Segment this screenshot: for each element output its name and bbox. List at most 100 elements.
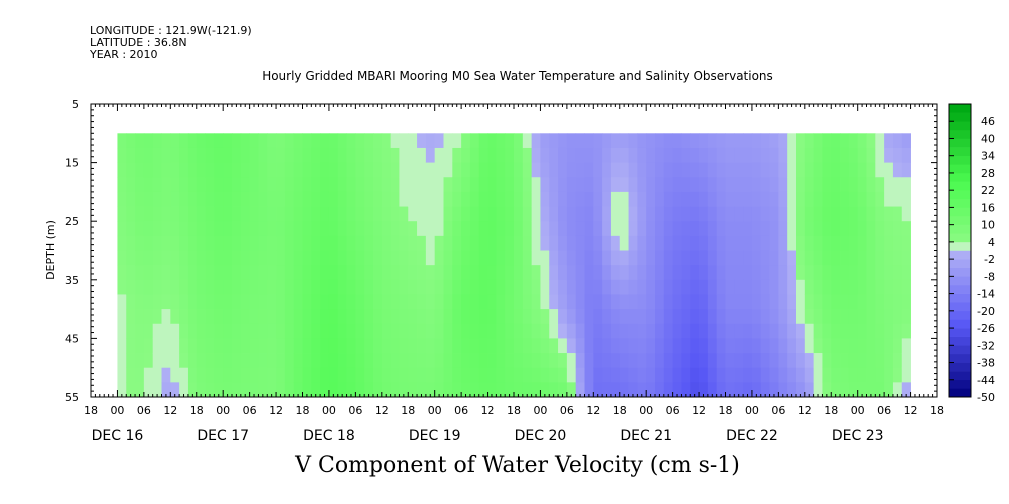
heatmap-cell [196, 265, 206, 281]
heatmap-cell [205, 250, 215, 266]
heatmap-cell [848, 265, 859, 281]
heatmap-cell [751, 206, 762, 222]
heatmap-cell [390, 367, 400, 383]
heatmap-cell [117, 294, 127, 310]
heatmap-cell [452, 382, 462, 398]
heatmap-cell [734, 235, 744, 251]
heatmap-cell [769, 177, 779, 193]
heatmap-cell [258, 323, 268, 339]
y-axis-title: DEPTH (m) [44, 220, 57, 280]
heatmap-cell [452, 206, 462, 222]
heatmap-cell [249, 382, 259, 398]
heatmap-cell [558, 279, 568, 295]
heatmap-cell [205, 323, 215, 339]
heatmap-cell [743, 338, 753, 354]
heatmap-cell [461, 367, 471, 383]
heatmap-cell [390, 353, 400, 369]
heatmap-cell [540, 250, 550, 266]
heatmap-cell [381, 191, 392, 207]
heatmap-cell [848, 177, 859, 193]
heatmap-cell [161, 309, 171, 325]
heatmap-cell [249, 147, 259, 163]
heatmap-cell [540, 367, 550, 383]
heatmap-cell [796, 265, 806, 281]
heatmap-cell [558, 338, 568, 354]
heatmap-cell [584, 162, 594, 178]
heatmap-cell [478, 177, 488, 193]
heatmap-cell [187, 191, 198, 207]
heatmap-cell [769, 221, 779, 237]
heatmap-cell [672, 177, 682, 193]
heatmap-cell [443, 309, 453, 325]
heatmap-cell [381, 309, 392, 325]
heatmap-cell [346, 309, 356, 325]
heatmap-cell [707, 250, 718, 266]
heatmap-cell [126, 133, 136, 149]
heatmap-cell [161, 221, 171, 237]
heatmap-cell [558, 323, 568, 339]
heatmap-cell [373, 265, 383, 281]
heatmap-cell [734, 338, 744, 354]
heatmap-cell [566, 382, 577, 398]
heatmap-cell [602, 250, 612, 266]
heatmap-cell [126, 353, 136, 369]
heatmap-cell [240, 338, 251, 354]
heatmap-cell [540, 235, 550, 251]
heatmap-cell [681, 177, 691, 193]
heatmap-cell [540, 353, 550, 369]
heatmap-cell [593, 206, 603, 222]
heatmap-cell [813, 235, 823, 251]
heatmap-cell [293, 235, 303, 251]
heatmap-cell [478, 147, 488, 163]
heatmap-cell [179, 338, 189, 354]
heatmap-cell [751, 279, 762, 295]
heatmap-cell [117, 235, 127, 251]
heatmap-cell [293, 177, 303, 193]
heatmap-cell [831, 250, 841, 266]
heatmap-cell [443, 367, 453, 383]
heatmap-cell [531, 338, 541, 354]
heatmap-cell [117, 279, 127, 295]
heatmap-cell [584, 206, 594, 222]
x-hour-tick-label: 12 [269, 404, 283, 417]
heatmap-cell [452, 191, 462, 207]
heatmap-cell [734, 294, 744, 310]
heatmap-cell [337, 294, 347, 310]
heatmap-cell [822, 382, 832, 398]
colorbar-swatch [949, 216, 971, 225]
heatmap-cell [443, 338, 453, 354]
heatmap-cell [267, 133, 277, 149]
heatmap-cell [637, 265, 647, 281]
heatmap-cell [469, 338, 480, 354]
heatmap-cell [619, 309, 629, 325]
heatmap-cell [214, 221, 224, 237]
heatmap-cell [707, 338, 718, 354]
heatmap-cell [558, 162, 568, 178]
heatmap-cell [223, 294, 233, 310]
heatmap-cell [602, 338, 612, 354]
colorbar-swatch [949, 164, 971, 174]
heatmap-cell [240, 235, 251, 251]
heatmap-cell [390, 294, 400, 310]
heatmap-cell [707, 353, 718, 369]
heatmap-cell [760, 265, 770, 281]
heatmap-cell [857, 323, 867, 339]
heatmap-cell [672, 309, 682, 325]
heatmap-cell [558, 206, 568, 222]
heatmap-cell [487, 265, 497, 281]
heatmap-cell [787, 221, 797, 237]
heatmap-cell [143, 206, 154, 222]
heatmap-cell [311, 133, 321, 149]
heatmap-cell [514, 162, 524, 178]
heatmap-cell [302, 353, 312, 369]
heatmap-cell [575, 338, 585, 354]
heatmap-cell [787, 177, 797, 193]
heatmap-cell [478, 235, 488, 251]
heatmap-cell [514, 206, 524, 222]
heatmap-cell [655, 323, 665, 339]
heatmap-cell [170, 206, 180, 222]
heatmap-cell [593, 250, 603, 266]
heatmap-cell [681, 338, 691, 354]
heatmap-cell [214, 323, 224, 339]
heatmap-cell [152, 191, 162, 207]
